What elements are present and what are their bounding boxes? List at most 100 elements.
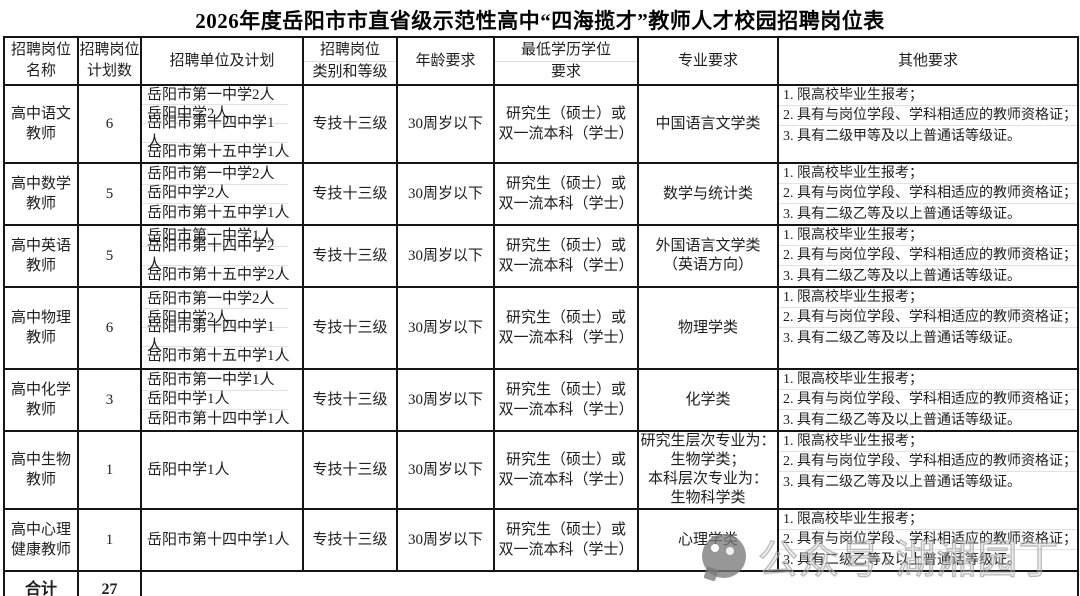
plan-count-cell: 3	[77, 368, 142, 432]
requirement-line: 2. 具有与岗位学段、学科相适应的教师资格证；	[780, 106, 1076, 126]
other-requirements-cell: 1. 限高校毕业生报考； 2. 具有与岗位学段、学科相适应的教师资格证； 3. 具有…	[777, 162, 1079, 226]
requirement-line: 3. 具有二级甲等及以上普通话等级证。	[783, 128, 1021, 144]
units-cell: 岳阳市第一中学2人 岳阳中学2人 岳阳市第十四中学1人 岳阳市第十五中学1人	[140, 84, 304, 164]
age-cell: 30周岁以下	[396, 430, 495, 510]
plan-count-cell: 6	[77, 84, 142, 164]
recruitment-table: 招聘岗位 名称 招聘岗位 计划数 招聘单位及计划 招聘岗位 类别和等级 年龄要求 最低学历学位要…	[3, 36, 1079, 596]
table-row: 高中数学 教师 5 岳阳市第一中学2人 岳阳中学2人 岳阳市第十五中学1人 专技十三级 30周…	[3, 162, 1079, 226]
column-header: 其他要求	[777, 36, 1079, 86]
degree-cell: 研究生（硕士）或 双一流本科（学士）	[493, 368, 639, 432]
total-empty-cell	[140, 570, 1079, 596]
age-cell: 30周岁以下	[396, 508, 495, 572]
position-name-cell: 高中物理 教师	[3, 286, 79, 370]
units-cell: 岳阳市第十四中学1人	[140, 508, 304, 572]
other-requirements-cell: 1. 限高校毕业生报考； 2. 具有与岗位学段、学科相适应的教师资格证； 3. 具有…	[777, 224, 1079, 288]
unit-line: 岳阳市第一中学1人	[143, 228, 288, 247]
major-cell: 化学类	[637, 368, 779, 432]
table-row: 高中心理 健康教师 1 岳阳市第十四中学1人 专技十三级 30周岁以下 研究生（硕士）或 双一…	[3, 508, 1079, 572]
unit-line: 岳阳市第一中学2人	[143, 166, 288, 185]
table-footer: 合计 27	[3, 570, 1079, 596]
table-row: 高中英语 教师 5 岳阳市第一中学1人 岳阳市第十四中学2人 岳阳市第十五中学2人 专技十三…	[3, 224, 1079, 288]
table-row: 高中化学 教师 3 岳阳市第一中学1人 岳阳中学1人 岳阳市第十四中学1人 专技十三级 30周…	[3, 368, 1079, 432]
table-header: 招聘岗位 名称 招聘岗位 计划数 招聘单位及计划 招聘岗位 类别和等级 年龄要求 最低学历学位要…	[3, 36, 1079, 86]
plan-count-cell: 6	[77, 286, 142, 370]
other-requirements-cell: 1. 限高校毕业生报考； 2. 具有与岗位学段、学科相适应的教师资格证； 3. 具有…	[777, 508, 1079, 572]
age-cell: 30周岁以下	[396, 224, 495, 288]
units-cell: 岳阳中学1人	[140, 430, 304, 510]
requirement-line: 2. 具有与岗位学段、学科相适应的教师资格证；	[780, 184, 1076, 204]
unit-line: 岳阳市第十五中学1人	[147, 144, 290, 160]
table-row: 高中语文 教师 6 岳阳市第一中学2人 岳阳中学2人 岳阳市第十四中学1人 岳阳市第十五中学…	[3, 84, 1079, 164]
position-name-cell: 高中数学 教师	[3, 162, 79, 226]
requirement-line: 2. 具有与岗位学段、学科相适应的教师资格证；	[780, 530, 1076, 550]
column-header: 招聘单位及计划	[140, 36, 304, 86]
degree-cell: 研究生（硕士）或 双一流本科（学士）	[493, 84, 639, 164]
position-name-cell: 高中心理 健康教师	[3, 508, 79, 572]
major-cell: 物理学类	[637, 286, 779, 370]
unit-line: 岳阳市第十四中学1人	[143, 319, 288, 354]
plan-count-cell: 5	[77, 162, 142, 226]
column-header: 招聘岗位 计划数	[77, 36, 142, 86]
requirement-line: 1. 限高校毕业生报考；	[780, 227, 1076, 246]
grade-cell: 专技十三级	[302, 224, 398, 288]
requirement-line: 1. 限高校毕业生报考；	[780, 511, 1076, 530]
grade-cell: 专技十三级	[302, 162, 398, 226]
unit-line: 岳阳市第一中学2人	[143, 87, 288, 105]
requirement-line: 1. 限高校毕业生报考；	[780, 289, 1076, 308]
age-cell: 30周岁以下	[396, 368, 495, 432]
position-name-cell: 高中语文 教师	[3, 84, 79, 164]
grade-cell: 专技十三级	[302, 368, 398, 432]
major-cell: 数学与统计类	[637, 162, 779, 226]
degree-cell: 研究生（硕士）或 双一流本科（学士）	[493, 430, 639, 510]
requirement-line: 2. 具有与岗位学段、学科相适应的教师资格证；	[780, 452, 1076, 472]
unit-line: 岳阳市第十四中学1人	[147, 531, 290, 548]
degree-cell: 研究生（硕士）或 双一流本科（学士）	[493, 224, 639, 288]
unit-line: 岳阳市第一中学2人	[143, 290, 288, 309]
position-name-cell: 高中英语 教师	[3, 224, 79, 288]
requirement-line: 1. 限高校毕业生报考；	[780, 371, 1076, 390]
unit-line: 岳阳中学1人	[143, 391, 288, 410]
unit-line: 岳阳市第十五中学1人	[147, 348, 290, 364]
column-header: 专业要求	[637, 36, 779, 86]
column-header: 最低学历学位 要求	[493, 36, 639, 86]
unit-line: 岳阳市第十五中学2人	[147, 266, 290, 283]
unit-line: 岳阳市第十四中学2人	[143, 238, 288, 273]
grade-cell: 专技十三级	[302, 430, 398, 510]
unit-line: 岳阳中学1人	[147, 461, 230, 478]
units-cell: 岳阳市第一中学1人 岳阳市第十四中学2人 岳阳市第十五中学2人	[140, 224, 304, 288]
unit-line: 岳阳中学2人	[143, 105, 288, 124]
age-cell: 30周岁以下	[396, 286, 495, 370]
column-header: 年龄要求	[396, 36, 495, 86]
plan-count-cell: 1	[77, 430, 142, 510]
requirement-line: 3. 具有二级乙等及以上普通话等级证。	[783, 474, 1021, 490]
age-cell: 30周岁以下	[396, 162, 495, 226]
table-row: 高中生物 教师 1 岳阳中学1人 专技十三级 30周岁以下 研究生（硕士）或 双一流本科（学士…	[3, 430, 1079, 510]
requirement-line: 1. 限高校毕业生报考；	[780, 87, 1076, 106]
requirement-line: 1. 限高校毕业生报考；	[780, 165, 1076, 184]
plan-count-cell: 5	[77, 224, 142, 288]
other-requirements-cell: 1. 限高校毕业生报考； 2. 具有与岗位学段、学科相适应的教师资格证； 3. 具有…	[777, 286, 1079, 370]
unit-line: 岳阳中学2人	[143, 309, 288, 328]
major-cell: 研究生层次专业为： 生物学类； 本科层次专业为： 生物科学类	[637, 430, 779, 510]
requirement-line: 3. 具有二级乙等及以上普通话等级证。	[783, 330, 1021, 346]
table-body: 高中语文 教师 6 岳阳市第一中学2人 岳阳中学2人 岳阳市第十四中学1人 岳阳市第十五中学…	[3, 84, 1079, 572]
unit-line: 岳阳市第一中学1人	[143, 372, 288, 391]
requirement-line: 3. 具有二级乙等及以上普通话等级证。	[783, 268, 1021, 284]
degree-cell: 研究生（硕士）或 双一流本科（学士）	[493, 286, 639, 370]
total-row: 合计 27	[3, 570, 1079, 596]
requirement-line: 3. 具有二级乙等及以上普通话等级证。	[783, 552, 1021, 568]
requirement-line: 3. 具有二级乙等及以上普通话等级证。	[783, 412, 1021, 428]
unit-line: 岳阳市第十四中学1人	[143, 115, 288, 150]
table-row: 高中物理 教师 6 岳阳市第一中学2人 岳阳中学2人 岳阳市第十四中学1人 岳阳市第十五中学…	[3, 286, 1079, 370]
requirement-line: 2. 具有与岗位学段、学科相适应的教师资格证；	[780, 246, 1076, 266]
plan-count-cell: 1	[77, 508, 142, 572]
major-cell: 心理学类	[637, 508, 779, 572]
unit-line: 岳阳市第十四中学1人	[147, 410, 290, 427]
position-name-cell: 高中化学 教师	[3, 368, 79, 432]
requirement-line: 2. 具有与岗位学段、学科相适应的教师资格证；	[780, 390, 1076, 410]
column-header: 招聘岗位 名称	[3, 36, 79, 86]
unit-line: 岳阳中学2人	[143, 185, 288, 204]
degree-cell: 研究生（硕士）或 双一流本科（学士）	[493, 162, 639, 226]
unit-line: 岳阳市第十五中学1人	[147, 204, 290, 221]
